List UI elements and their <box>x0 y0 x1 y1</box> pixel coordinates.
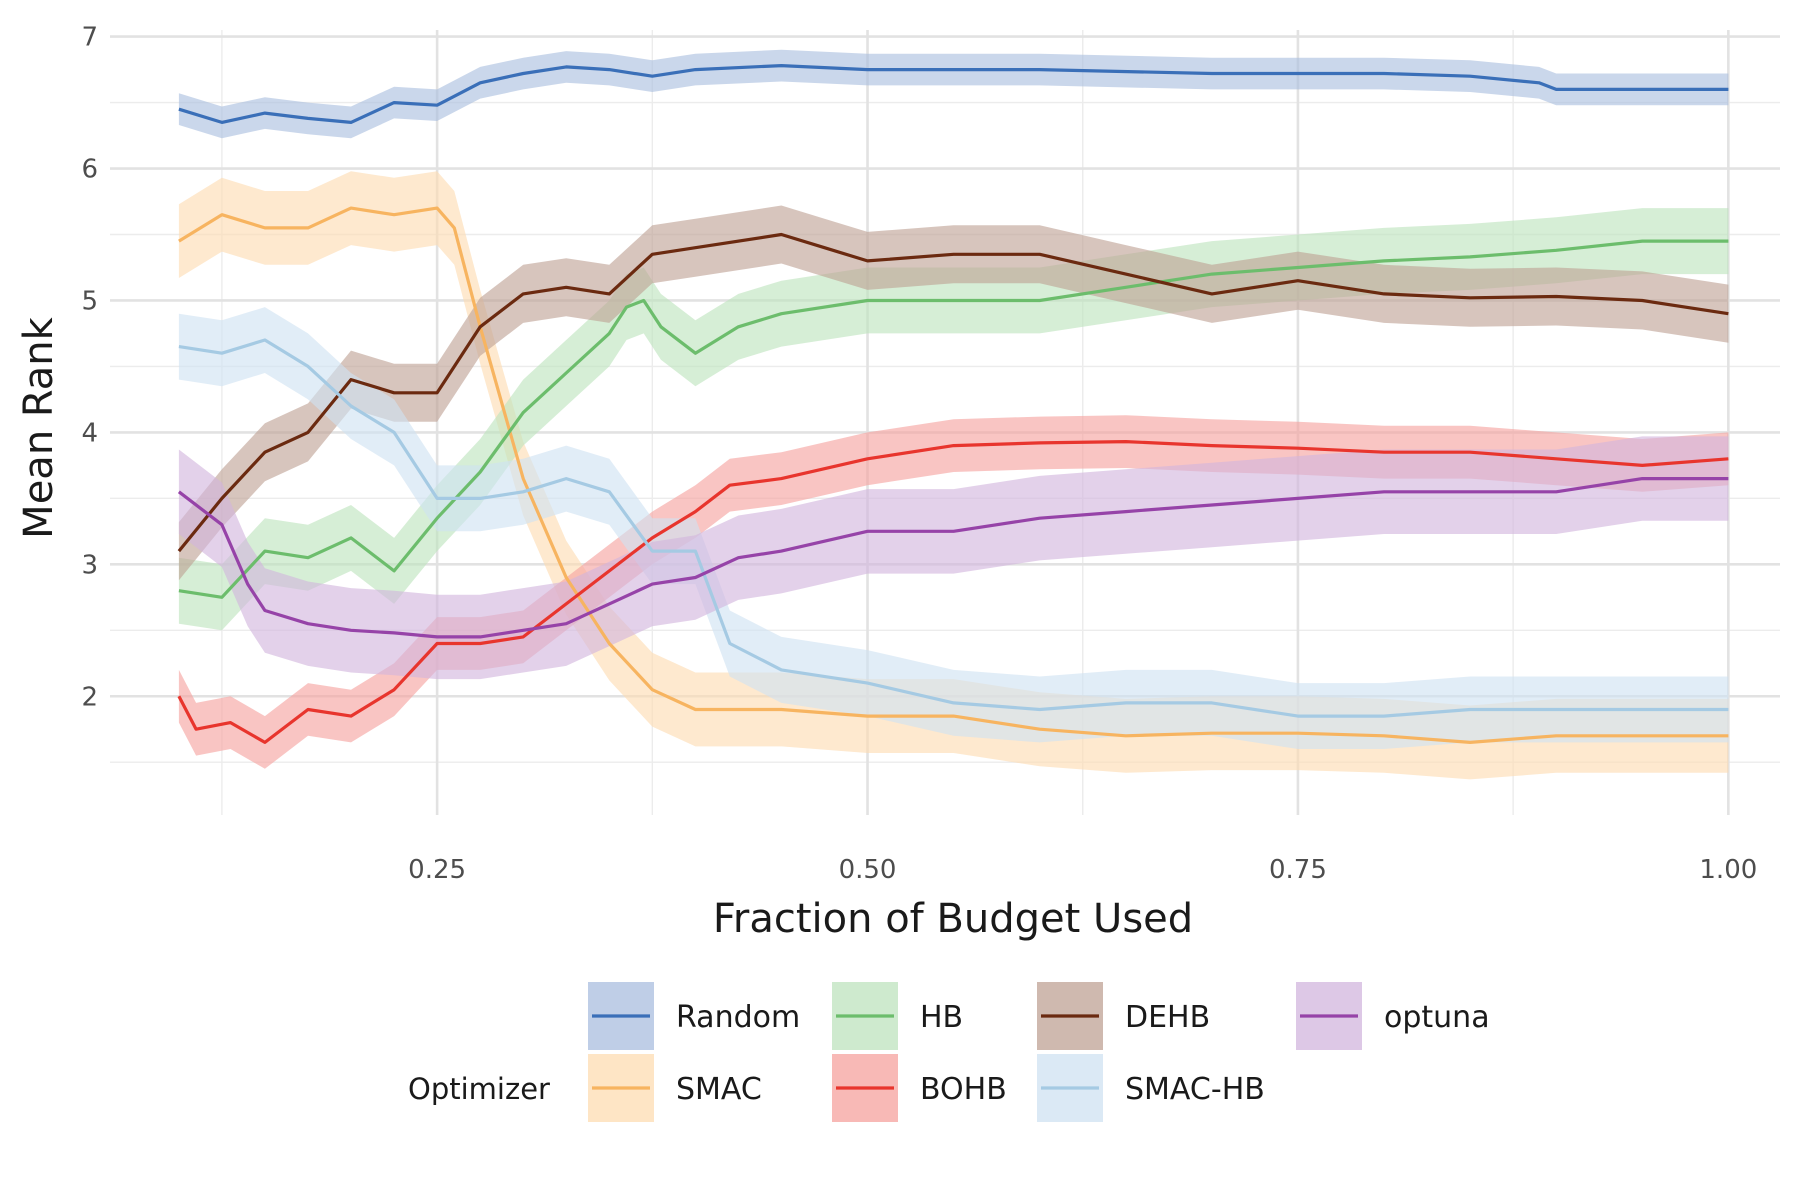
y-axis-ticks: 2 3 4 5 6 7 <box>81 23 98 713</box>
x-axis-ticks: 0.25 0.50 0.75 1.00 <box>408 855 1757 885</box>
legend-label-dehb: DEHB <box>1125 1000 1210 1035</box>
line-dehb <box>177 232 1729 553</box>
y-tick-label: 5 <box>81 286 98 316</box>
band-hb <box>178 208 1729 631</box>
band-smac-hb <box>178 307 1729 749</box>
band-random <box>178 49 1729 139</box>
x-tick-label: 0.25 <box>408 855 466 885</box>
legend: Optimizer Random SMAC HB BOHB DEHB SMAC-HB opt… <box>408 982 1490 1122</box>
x-tick-label: 1.00 <box>1699 855 1757 885</box>
confidence-bands <box>178 49 1729 780</box>
y-tick-label: 3 <box>81 550 98 580</box>
y-tick-label: 4 <box>81 418 98 448</box>
band-dehb <box>178 205 1729 581</box>
x-tick-label: 0.75 <box>1269 855 1327 885</box>
line-bohb <box>177 440 1729 745</box>
series-lines <box>177 63 1729 745</box>
y-tick-label: 2 <box>81 682 98 712</box>
line-smac <box>178 206 1729 745</box>
line-optuna <box>177 477 1729 639</box>
legend-label-bohb: BOHB <box>920 1072 1007 1107</box>
y-tick-label: 7 <box>81 23 98 53</box>
legend-label-smac-hb: SMAC-HB <box>1125 1072 1265 1107</box>
band-optuna <box>178 436 1729 680</box>
line-smac-hb <box>178 338 1729 718</box>
legend-label-random: Random <box>676 1000 800 1035</box>
x-tick-label: 0.50 <box>839 855 897 885</box>
line-hb <box>178 239 1729 599</box>
legend-label-optuna: optuna <box>1384 1000 1490 1035</box>
y-tick-label: 6 <box>81 155 98 185</box>
legend-label-hb: HB <box>920 1000 963 1035</box>
line-random <box>178 63 1729 125</box>
legend-title: Optimizer <box>408 1072 550 1106</box>
x-axis-title: Fraction of Budget Used <box>713 896 1193 942</box>
legend-label-smac: SMAC <box>676 1072 762 1107</box>
y-axis-title: Mean Rank <box>16 316 62 538</box>
